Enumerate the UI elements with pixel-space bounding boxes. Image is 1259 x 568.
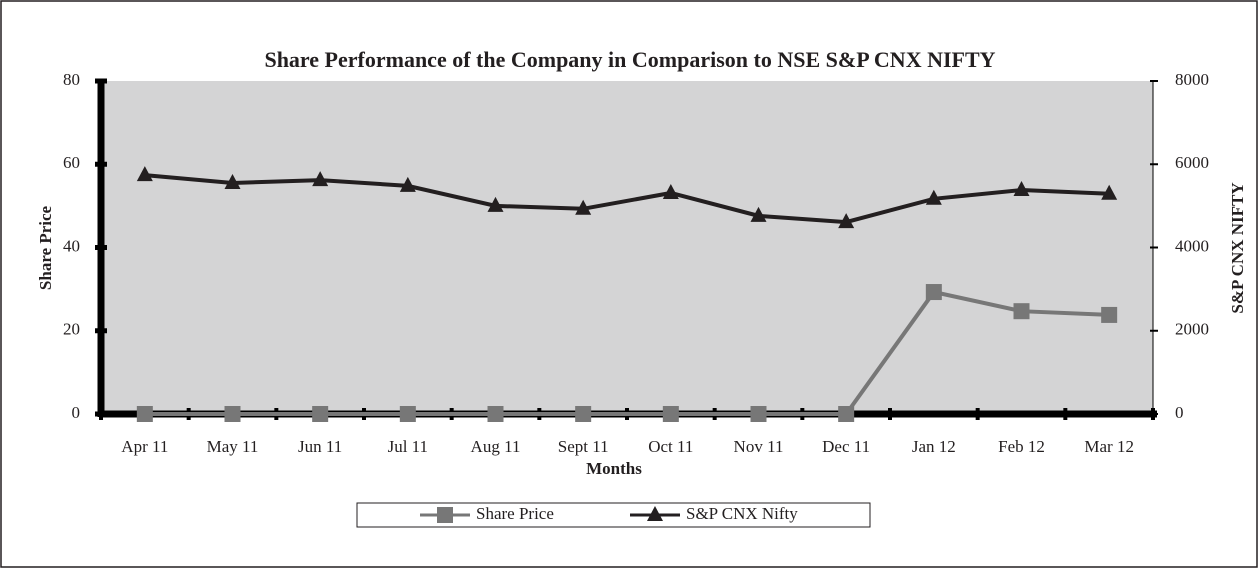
point — [136, 406, 153, 422]
point — [136, 166, 153, 182]
point — [662, 183, 679, 199]
x-tick-label: Jul 11 — [388, 437, 428, 456]
y-tick-label: 40 — [63, 236, 80, 255]
y-tick-label: 20 — [63, 320, 80, 339]
y-tick-label: 60 — [63, 153, 80, 172]
point — [312, 406, 329, 422]
plot-area — [101, 81, 1153, 414]
x-tick-label: Aug 11 — [471, 437, 521, 456]
point — [575, 406, 592, 422]
x-tick-label: Sept 11 — [558, 437, 609, 456]
x-tick-label: Apr 11 — [121, 437, 168, 456]
point — [1013, 181, 1030, 197]
y-axis-title: Share Price — [36, 205, 55, 290]
point — [750, 206, 767, 222]
point — [312, 171, 329, 187]
chart-title: Share Performance of the Company in Comp… — [264, 47, 995, 72]
series-line — [144, 289, 1110, 416]
point — [925, 189, 942, 205]
point — [838, 213, 855, 229]
point — [224, 173, 241, 189]
point — [750, 406, 767, 422]
point — [487, 406, 504, 422]
x-tick-label: Jun 11 — [298, 437, 342, 456]
y2-axis-title: S&P CNX NIFTY — [1228, 182, 1247, 313]
y-tick-label: 80 — [63, 70, 80, 89]
x-tick-label: May 11 — [207, 437, 259, 456]
x-tick-label: Jan 12 — [912, 437, 956, 456]
legend-marker — [647, 506, 663, 521]
x-tick-label: Feb 12 — [998, 437, 1045, 456]
x-tick-label: Dec 11 — [822, 437, 870, 456]
y2-tick-label: 6000 — [1175, 153, 1209, 172]
point — [575, 199, 592, 215]
y2-tick-label: 0 — [1175, 403, 1184, 422]
legend-label: S&P CNX Nifty — [686, 504, 798, 523]
series-line — [144, 173, 1110, 225]
point — [1101, 306, 1118, 323]
point — [925, 284, 942, 301]
y2-tick-label: 8000 — [1175, 70, 1209, 89]
x-axis-title: Months — [586, 459, 642, 478]
point — [399, 176, 416, 192]
point — [1101, 184, 1118, 200]
point — [662, 406, 679, 422]
point — [838, 406, 855, 422]
x-tick-label: Mar 12 — [1084, 437, 1134, 456]
point — [1013, 303, 1030, 320]
x-tick-label: Oct 11 — [648, 437, 693, 456]
y-tick-label: 0 — [72, 403, 81, 422]
point — [399, 406, 416, 422]
y2-tick-label: 2000 — [1175, 320, 1209, 339]
legend-marker — [437, 507, 453, 523]
legend-label: Share Price — [476, 504, 554, 523]
y2-tick-label: 4000 — [1175, 236, 1209, 255]
x-tick-label: Nov 11 — [734, 437, 784, 456]
point — [487, 196, 504, 212]
point — [224, 406, 241, 422]
